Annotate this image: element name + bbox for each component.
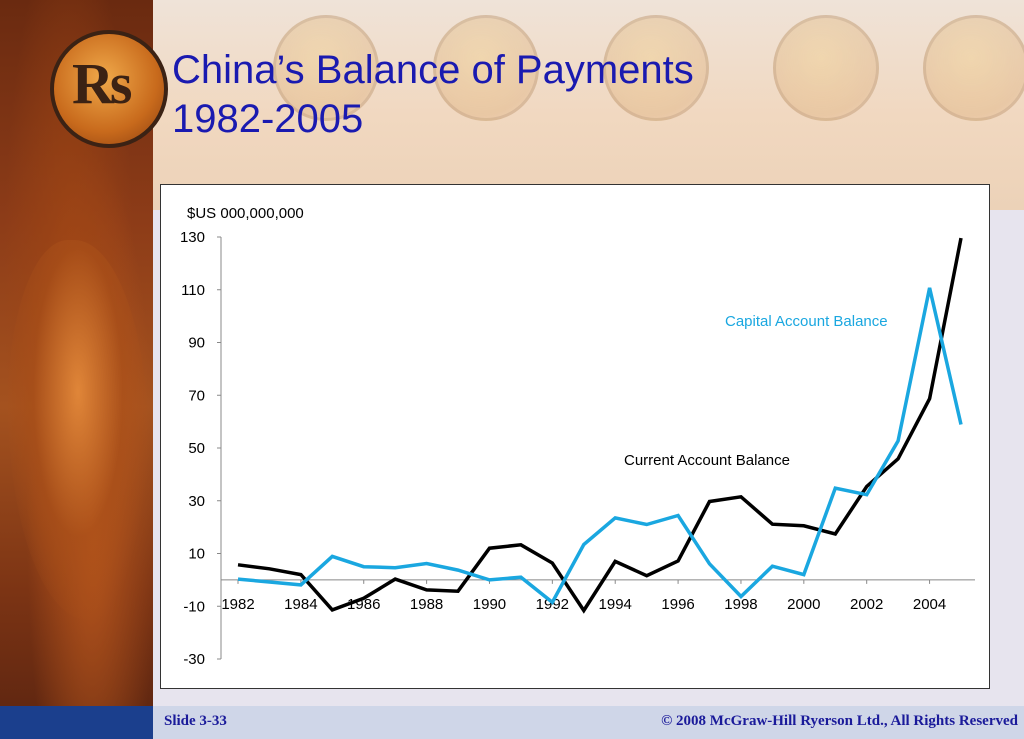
footer-left-block [0,706,153,739]
x-tick-label: 1982 [221,596,254,613]
world-map-graphic [8,240,148,620]
y-tick-label: 10 [188,546,205,563]
page-title: China’s Balance of Payments 1982-2005 [172,46,694,144]
x-tick-label: 1984 [284,596,317,613]
x-tick-label: 1994 [599,596,632,613]
y-tick-label: 50 [188,440,205,457]
y-tick-label: 70 [188,387,205,404]
title-line-1: China’s Balance of Payments [172,48,694,92]
y-tick-label: 110 [181,282,205,299]
chart-container: $US 000,000,000 -30 -10 10 30 50 70 90 110 130 198… [160,184,990,689]
coin-graphic [433,15,539,121]
y-tick-label: 130 [180,229,205,246]
coin-graphic [273,15,379,121]
header-background [153,0,1024,210]
coin-graphic [923,15,1024,121]
logo-text: Rs [72,51,133,116]
series-line-capital-account [237,287,963,605]
x-tick-label: 1988 [410,596,443,613]
x-tick-label: 1996 [661,596,694,613]
coin-graphic [603,15,709,121]
y-tick-label: 90 [188,335,205,352]
slide-number: Slide 3-33 [164,713,227,729]
x-tick-label: 1990 [473,596,506,613]
rupee-coin-logo [50,30,168,148]
x-tick-label: 2002 [850,596,883,613]
x-tick-label: 1998 [724,596,757,613]
y-tick-label: -30 [183,651,205,668]
x-tick-label: 2004 [913,596,946,613]
y-tick-label: 30 [188,493,205,510]
copyright-notice: © 2008 McGraw-Hill Ryerson Ltd., All Rig… [661,713,1018,729]
footer-bar [0,706,1024,739]
y-unit-label: $US 000,000,000 [187,205,304,222]
x-tick-label: 2000 [787,596,820,613]
line-chart: $US 000,000,000 -30 -10 10 30 50 70 90 110 130 198… [180,205,975,668]
series-line-current-account [237,237,963,614]
series-label-capital-account: Capital Account Balance [725,313,888,330]
series-label-current-account: Current Account Balance [624,452,790,469]
y-tick-label: -10 [183,598,205,615]
title-line-2: 1982-2005 [172,97,364,141]
coin-graphic [773,15,879,121]
